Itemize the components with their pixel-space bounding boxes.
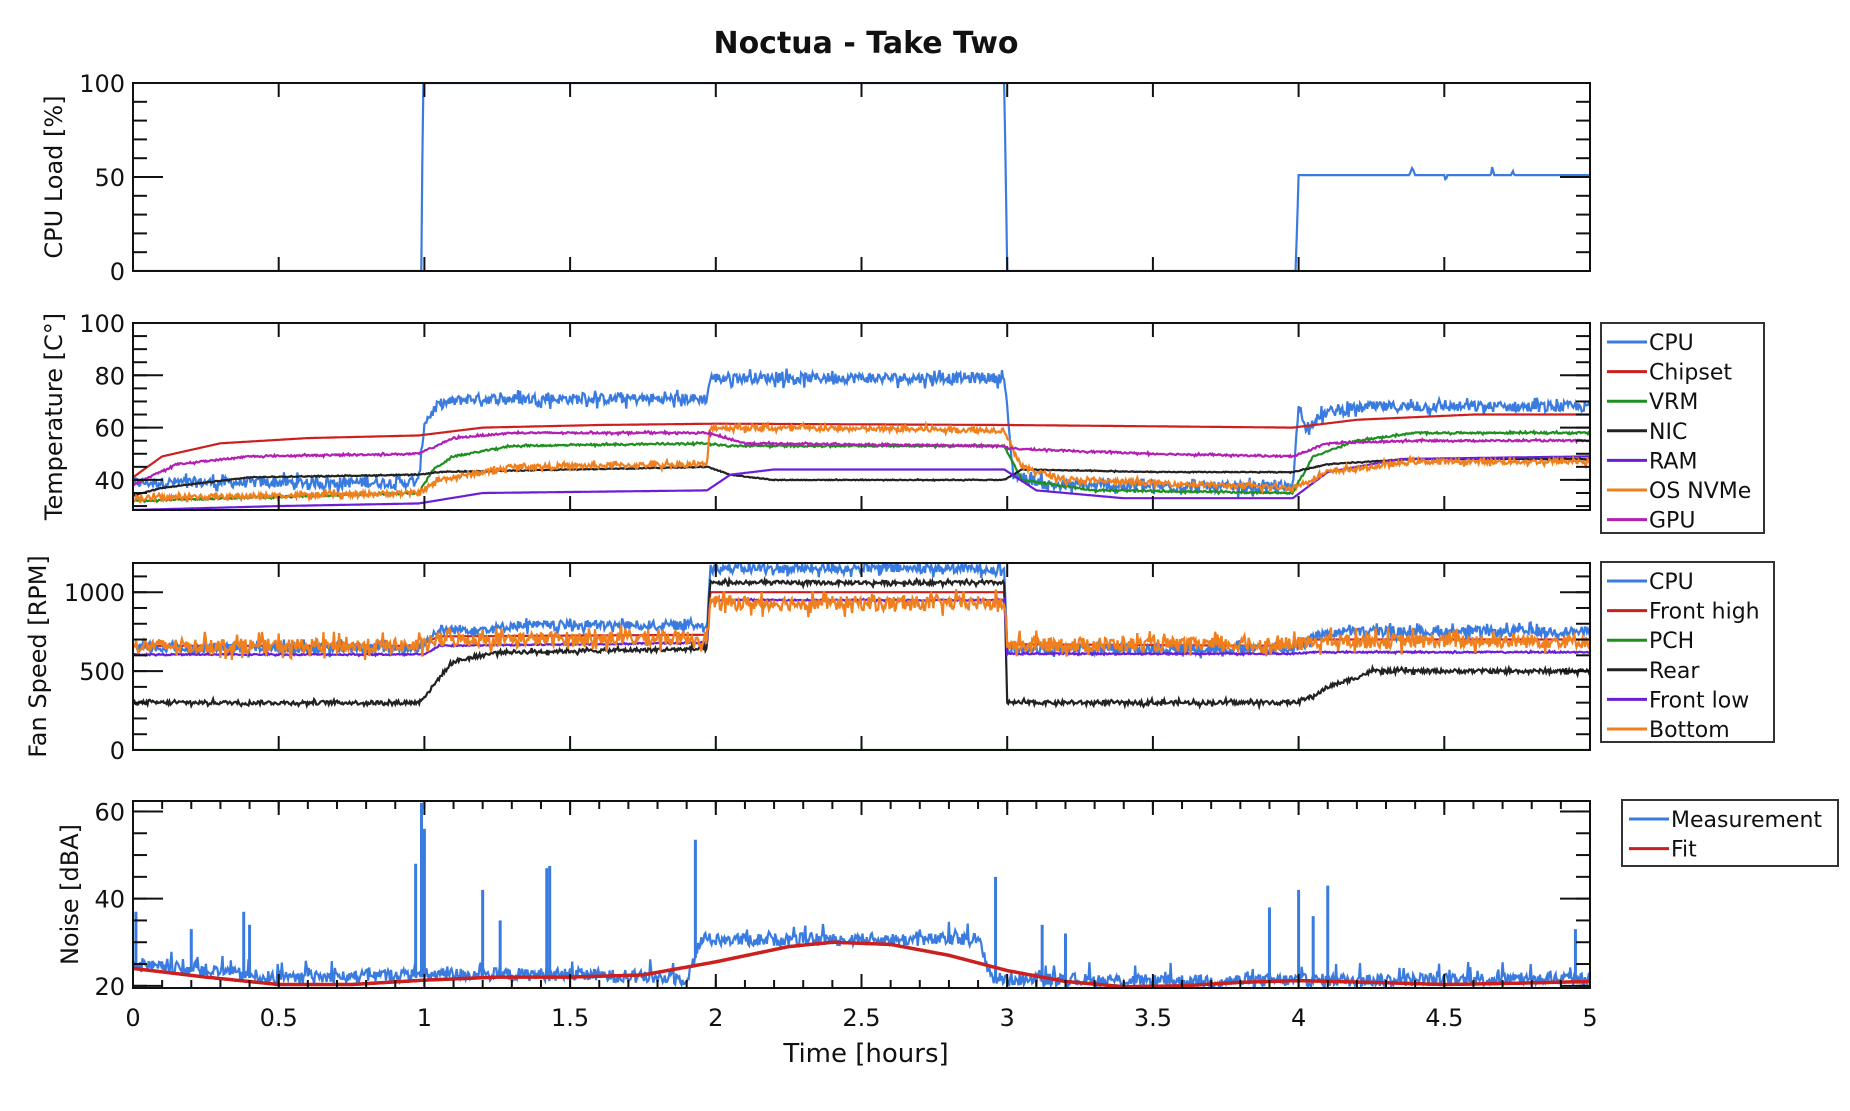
y-tick-label: 1000: [64, 579, 125, 607]
x-tick-label: 0.5: [260, 1004, 298, 1032]
x-tick-label: 1: [417, 1004, 432, 1032]
series-line-os-nvme: [133, 420, 1590, 504]
y-tick-label: 40: [94, 467, 125, 495]
panel-noise: 0 0.5 1 1.5 2 2.5 3 3.5 4 4.5 5 20 40 60 Noise [dBA] Me…: [56, 798, 1839, 1032]
x-tick-label: 5: [1582, 1004, 1597, 1032]
legend-entry: Bottom: [1649, 718, 1730, 743]
x-tick-label: 3: [1000, 1004, 1015, 1032]
axes-box: [132, 562, 1591, 751]
series-group: [133, 802, 1590, 989]
x-tick-label: 0: [125, 1004, 140, 1032]
legend: CPU Chipset VRM NIC RAM OS NVMe GPU: [1600, 322, 1765, 534]
y-tick-label: 60: [94, 415, 125, 443]
legend-box: [1600, 322, 1765, 534]
series-line-nic: [133, 456, 1590, 497]
y-axis-label: Noise [dBA]: [56, 824, 84, 965]
series-line-measurement: [133, 921, 1590, 989]
x-tick-label: 4: [1291, 1004, 1306, 1032]
legend-entry: RAM: [1649, 449, 1697, 474]
legend-entry: Front high: [1649, 600, 1760, 625]
y-tick-label: 100: [79, 310, 125, 338]
series-line-cpu: [133, 368, 1590, 498]
series-line-cpu-load: [133, 82, 1590, 272]
y-tick-label: 20: [94, 973, 125, 1001]
series-line-gpu: [133, 429, 1590, 487]
legend: CPU Front high PCH Rear Front low Bottom: [1600, 561, 1775, 743]
legend-entry: OS NVMe: [1649, 479, 1751, 504]
y-tick-label: 60: [94, 798, 125, 826]
legend-entry: CPU: [1649, 570, 1694, 595]
series-group: [133, 562, 1590, 751]
y-tick-label: 100: [79, 70, 125, 98]
axes-box: [132, 82, 1591, 272]
legend-entry: Fit: [1671, 838, 1697, 863]
x-tick-label: 2.5: [842, 1004, 880, 1032]
legend-box: [1600, 561, 1775, 743]
series-line-chipset: [133, 413, 1590, 479]
legend-entry: Chipset: [1649, 361, 1732, 386]
x-tick-label: 1.5: [551, 1004, 589, 1032]
panel-fan-speed: 0 500 1000 Fan Speed [RPM] CPU Front high PCH R…: [24, 555, 1775, 765]
legend-entry: Front low: [1649, 688, 1749, 713]
legend-entry: Measurement: [1671, 808, 1822, 833]
legend-entry: NIC: [1649, 420, 1687, 445]
axes-box: [132, 800, 1591, 989]
series-group: [133, 82, 1590, 272]
x-axis-label: Time [hours]: [782, 1039, 948, 1069]
y-axis-label: CPU Load [%]: [40, 95, 68, 258]
legend-entry: Rear: [1649, 659, 1700, 684]
legend-entry: PCH: [1649, 629, 1694, 654]
y-tick-label: 500: [79, 658, 125, 686]
y-tick-label: 40: [94, 886, 125, 914]
panel-temperature: 40 60 80 100 Temperature [C°] CPU Chipset VRM NI…: [40, 310, 1765, 534]
y-tick-label: 0: [110, 258, 125, 286]
x-tick-label: 3.5: [1134, 1004, 1172, 1032]
series-group: [133, 368, 1590, 511]
panel-cpu-load: 0 50 100 CPU Load [%]: [40, 70, 1591, 286]
y-tick-label: 0: [110, 737, 125, 765]
legend-entry: VRM: [1649, 390, 1698, 415]
y-tick-label: 50: [94, 164, 125, 192]
x-tick-label: 4.5: [1425, 1004, 1463, 1032]
series-line-rear: [133, 575, 1590, 711]
legend-entry: CPU: [1649, 331, 1694, 356]
y-axis-label: Temperature [C°]: [40, 313, 68, 521]
x-tick-label: 2: [708, 1004, 723, 1032]
y-tick-label: 80: [94, 362, 125, 390]
chart-title: Noctua - Take Two: [713, 26, 1018, 61]
legend-entry: GPU: [1649, 509, 1695, 534]
y-axis-label: Fan Speed [RPM]: [24, 555, 52, 758]
series-line-bottom: [133, 589, 1590, 661]
series-line-fit: [133, 940, 1590, 989]
legend: Measurement Fit: [1621, 799, 1839, 867]
legend-box: [1621, 799, 1839, 867]
